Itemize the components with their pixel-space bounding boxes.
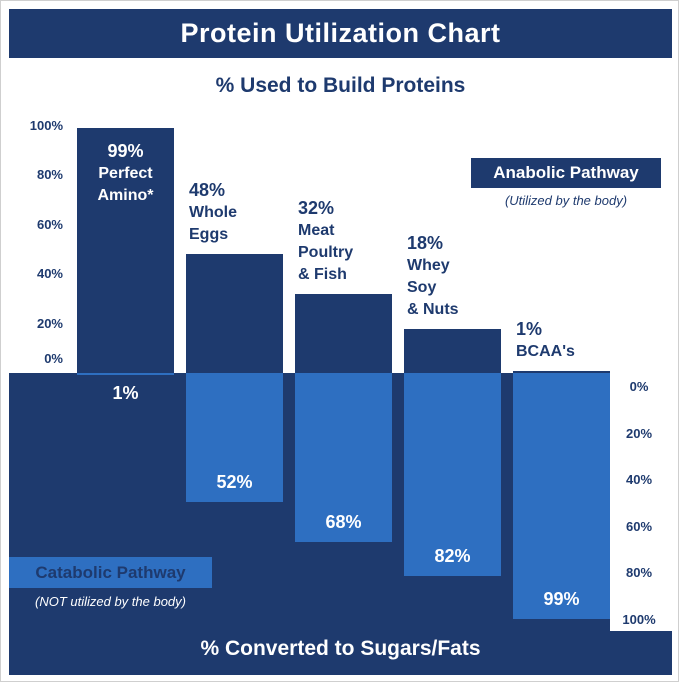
chart-title-bar: Protein Utilization Chart <box>9 9 672 58</box>
label-catabolic-4: 82% <box>434 546 471 567</box>
right-axis-tick-40: 40% <box>625 472 653 488</box>
anabolic-value-5: 1% <box>516 318 543 339</box>
label-catabolic-2: 52% <box>216 471 253 492</box>
right-axis-tick-100: 100% <box>622 612 656 627</box>
label-anabolic-3: 32% Meat Poultry & Fish <box>298 197 419 286</box>
bar-anabolic-4 <box>404 328 501 373</box>
anabolic-pathway-legend: Anabolic Pathway <box>471 158 661 188</box>
label-anabolic-4: 18% Whey Soy & Nuts <box>407 232 528 321</box>
left-axis-tick-60: 60% <box>36 216 63 232</box>
category-label-line: Eggs <box>189 226 229 244</box>
bar-anabolic-3 <box>295 293 392 373</box>
category-label-line: Meat <box>298 221 335 239</box>
bar-anabolic-5 <box>513 370 610 373</box>
anabolic-value-1: 99% <box>107 141 144 162</box>
anabolic-value-4: 18% <box>407 232 444 253</box>
left-axis-tick-20: 20% <box>36 315 63 331</box>
label-anabolic-2: 48% Whole Eggs <box>189 179 310 246</box>
right-axis-tick-0: 0% <box>629 379 649 394</box>
category-label-line: Poultry <box>298 243 354 261</box>
anabolic-pathway-label: Anabolic Pathway <box>493 163 639 182</box>
anabolic-section-title: % Used to Build Proteins <box>215 74 466 97</box>
category-label-line: Whole <box>189 204 237 222</box>
catabolic-pathway-label: Catabolic Pathway <box>35 562 186 582</box>
left-axis-tick-100: 100% <box>29 118 63 133</box>
bar-catabolic-1 <box>77 373 174 376</box>
right-axis-strip <box>610 373 672 631</box>
anabolic-value-3: 32% <box>298 197 335 218</box>
category-label-line: & Nuts <box>407 300 459 318</box>
label-anabolic-1: 99% Perfect Amino* <box>77 140 174 207</box>
bar-anabolic-1 <box>77 128 174 373</box>
bar-catabolic-4 <box>404 373 501 577</box>
right-axis-tick-60: 60% <box>625 518 653 534</box>
category-label-line: Perfect <box>98 165 153 183</box>
category-label-line: Soy <box>407 278 437 296</box>
catabolic-pathway-sublabel: (NOT utilized by the body) <box>34 594 186 609</box>
label-catabolic-5: 99% <box>543 588 580 609</box>
category-label-line: Whey <box>407 256 450 274</box>
bar-catabolic-5 <box>513 373 610 619</box>
anabolic-pathway-sublabel: (Utilized by the body) <box>504 193 628 208</box>
left-axis-tick-80: 80% <box>36 167 63 183</box>
left-axis-tick-40: 40% <box>36 266 63 282</box>
right-axis-tick-20: 20% <box>625 425 653 441</box>
anabolic-value-2: 48% <box>189 180 226 201</box>
catabolic-pathway-legend: Catabolic Pathway <box>9 557 212 588</box>
chart-title: Protein Utilization Chart <box>180 18 501 48</box>
left-axis-tick-0: 0% <box>44 351 63 366</box>
bar-catabolic-3 <box>295 373 392 542</box>
catabolic-section-title: % Converted to Sugars/Fats <box>200 637 481 660</box>
label-anabolic-5: 1% BCAA's <box>516 318 637 363</box>
category-label-line: BCAA's <box>516 342 575 360</box>
category-label-line: & Fish <box>298 265 347 283</box>
bar-catabolic-2 <box>186 373 283 502</box>
label-catabolic-3: 68% <box>325 511 362 532</box>
label-catabolic-1: 1% <box>112 383 139 404</box>
bar-anabolic-2 <box>186 254 283 373</box>
category-label-line: Amino* <box>97 187 154 205</box>
right-axis-tick-80: 80% <box>625 565 653 581</box>
